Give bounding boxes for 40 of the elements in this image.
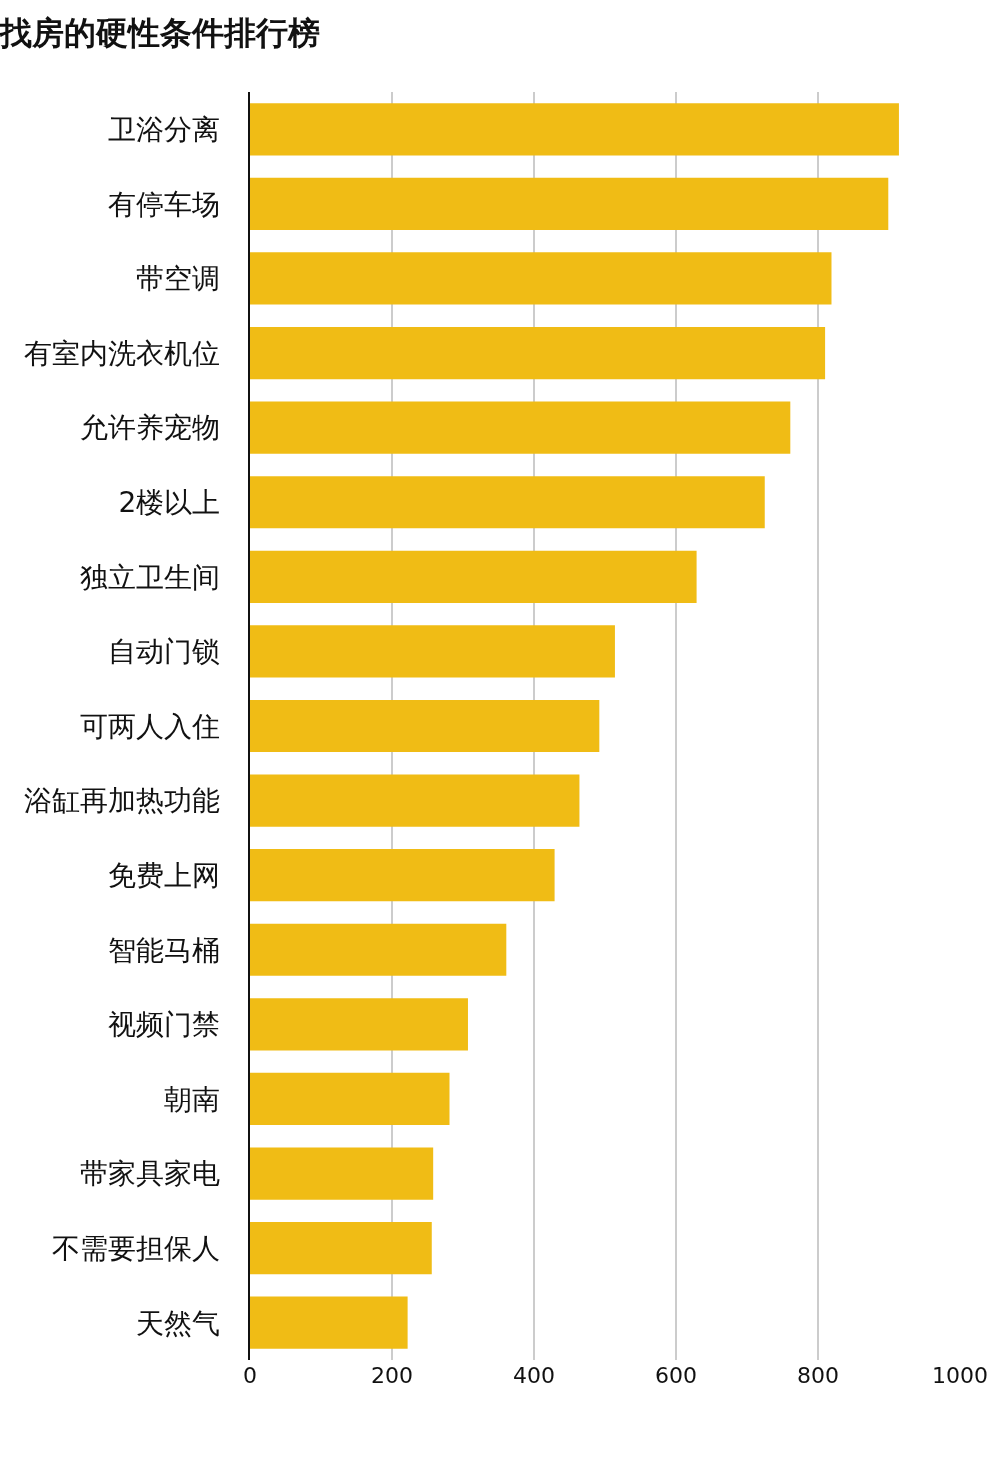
bar: [250, 476, 765, 529]
y-tick-label: 有停车场: [108, 187, 221, 221]
bar: [250, 550, 697, 603]
y-tick-label: 不需要担保人: [52, 1231, 221, 1265]
bar: [250, 252, 832, 305]
y-tick-label: 卫浴分离: [108, 113, 221, 147]
y-tick-label: 允许养宠物: [80, 411, 221, 445]
y-tick-label: 带家具家电: [80, 1157, 221, 1191]
y-tick-label: 有室内洗衣机位: [24, 336, 221, 370]
bar: [250, 625, 615, 678]
y-tick-label: 可两人入住: [80, 709, 221, 743]
y-tick-label: 独立卫生间: [80, 560, 221, 594]
bar: [250, 1072, 450, 1126]
bar: [250, 923, 507, 976]
x-tick-label: 1000: [932, 1363, 988, 1388]
y-tick-label: 自动门锁: [108, 635, 221, 669]
bar: [250, 177, 889, 230]
bar: [250, 849, 555, 902]
bar: [250, 103, 899, 156]
y-tick-label: 带空调: [136, 262, 221, 296]
bar: [250, 998, 468, 1051]
y-tick-label: 智能马桶: [108, 933, 221, 967]
y-tick-label: 2楼以上: [118, 486, 221, 520]
x-tick-label: 0: [243, 1363, 257, 1388]
x-tick-label: 600: [655, 1363, 697, 1388]
bar: [250, 774, 580, 827]
bar: [250, 401, 791, 454]
x-tick-label: 400: [513, 1363, 555, 1388]
y-tick-label: 朝南: [164, 1082, 221, 1116]
y-tick-label: 天然气: [136, 1306, 221, 1340]
bar: [250, 326, 826, 380]
y-tick-label: 浴缸再加热功能: [24, 784, 221, 818]
x-tick-label: 200: [371, 1363, 413, 1388]
bar: [250, 1222, 432, 1275]
x-tick-label: 800: [797, 1363, 839, 1388]
y-tick-label: 免费上网: [108, 858, 221, 892]
bar: [250, 1296, 408, 1349]
bar: [250, 699, 600, 753]
y-tick-label: 视频门禁: [108, 1008, 221, 1042]
bar: [250, 1147, 434, 1200]
